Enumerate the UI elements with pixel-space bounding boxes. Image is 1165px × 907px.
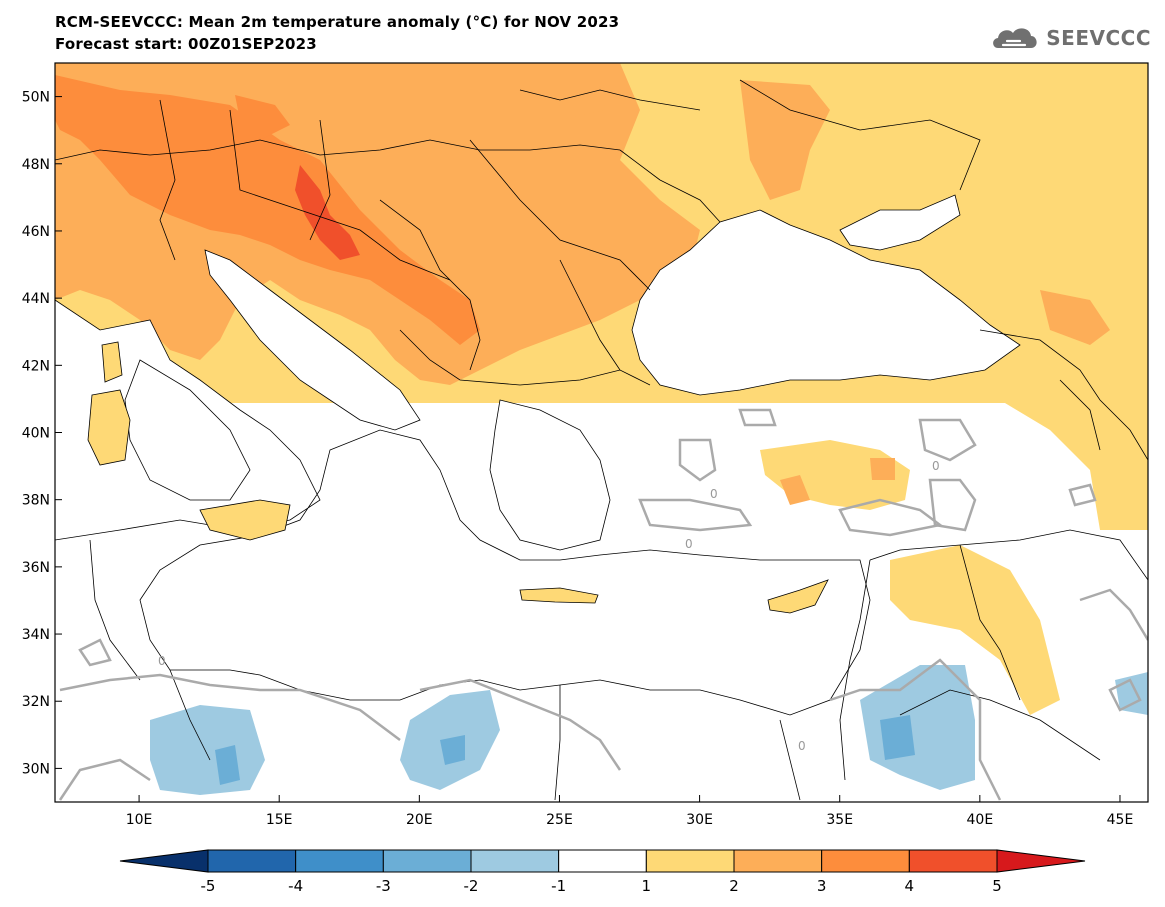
country-borders [55, 79, 1148, 801]
lat-tick-label: 44N [22, 291, 50, 307]
anomaly-2-3-anatolia-east [870, 458, 895, 480]
lat-tick-label: 38N [22, 493, 50, 509]
lon-tick-label: 45E [1107, 812, 1134, 828]
colorbar: -5 -4 -3 -2 -1 1 2 3 4 5 [119, 849, 1086, 895]
corsica [101, 341, 123, 383]
colorbar-label: 2 [729, 877, 739, 895]
anomaly-neg2-neg3-libya-east [440, 735, 465, 765]
anomaly-2-3-east [1040, 290, 1110, 345]
anomaly-4-5-adriatic [295, 165, 360, 260]
black-sea [631, 209, 1021, 396]
contour-zero-label: 0 [710, 487, 718, 501]
lon-tick-label: 20E [406, 812, 433, 828]
anomaly-1-2-middle-east [890, 545, 1060, 715]
colorbar-label: 3 [817, 877, 827, 895]
lat-tick-label: 40N [22, 426, 50, 442]
lat-tick-label: 50N [22, 90, 50, 106]
lat-tick-label: 30N [22, 761, 50, 777]
contour-zero-label: 0 [685, 537, 693, 551]
map-title: RCM-SEEVCCC: Mean 2m temperature anomaly… [55, 13, 620, 31]
anomaly-2-3-north-top [455, 63, 605, 120]
colorbar-label: -5 [201, 877, 216, 895]
contour-zero-label: 0 [798, 739, 806, 753]
longitude-axis: 10E 15E 20E 25E 30E 35E 40E 45E [126, 795, 1134, 828]
lat-tick-label: 46N [22, 224, 50, 240]
colorbar-max-extend [996, 849, 1086, 873]
cyprus [767, 579, 829, 614]
colorbar-swatch [908, 849, 998, 873]
contour-zero-label: 0 [932, 459, 940, 473]
lat-tick-label: 48N [22, 157, 50, 173]
colorbar-swatch [558, 849, 647, 873]
lon-tick-label: 30E [686, 812, 713, 828]
colorbar-swatch [207, 849, 297, 873]
colorbar-swatch [470, 849, 560, 873]
logo-text: SEEVCCC [1046, 26, 1151, 50]
seevccc-logo: SEEVCCC [990, 24, 1151, 52]
lon-tick-label: 10E [126, 812, 153, 828]
anomaly-2-3-northeast [740, 80, 830, 200]
azov-sea [839, 194, 961, 251]
anomaly-2-3-anatolia [780, 475, 810, 505]
cloud-icon [993, 28, 1037, 48]
anomaly-neg2-neg3-libya-west [215, 745, 240, 785]
lon-tick-label: 25E [546, 812, 573, 828]
colorbar-label: -4 [288, 877, 303, 895]
colorbar-label: 5 [992, 877, 1002, 895]
lat-tick-label: 32N [22, 694, 50, 710]
forecast-start: Forecast start: 00Z01SEP2023 [55, 35, 317, 53]
map-fields: 0 0 0 0 0 [55, 63, 1148, 801]
lat-tick-label: 34N [22, 627, 50, 643]
adriatic-sea [204, 249, 421, 431]
aegean-sea [489, 399, 611, 551]
anomaly-3-4-central [235, 95, 290, 140]
colorbar-label: -2 [464, 877, 479, 895]
anomaly-neg1-neg2-arabia [860, 665, 975, 790]
lat-tick-label: 36N [22, 560, 50, 576]
colorbar-swatch [295, 849, 384, 873]
lon-tick-label: 40E [967, 812, 994, 828]
lon-tick-label: 35E [826, 812, 853, 828]
colorbar-swatch [821, 849, 910, 873]
mediterranean-sea [55, 299, 871, 716]
colorbar-min-extend [119, 849, 209, 873]
colorbar-label: -1 [551, 877, 566, 895]
contour-zero-labels: 0 0 0 0 0 [158, 459, 940, 753]
sardinia [87, 389, 131, 466]
anomaly-1-2-east [990, 190, 1148, 530]
lon-tick-label: 15E [266, 812, 293, 828]
latitude-axis: 50N 48N 46N 44N 42N 40N 38N 36N 34N 32N 30N [22, 90, 62, 777]
crete [519, 587, 599, 604]
anomaly-3-4-alps [55, 75, 480, 345]
colorbar-label: -3 [376, 877, 391, 895]
zero-contours [58, 408, 1148, 801]
sicily [199, 499, 291, 541]
colorbar-swatch [733, 849, 823, 873]
colorbar-swatch [382, 849, 472, 873]
lat-tick-label: 42N [22, 358, 50, 374]
colorbar-swatch [645, 849, 735, 873]
colorbar-label: 4 [905, 877, 915, 895]
anomaly-neg1-neg2-libya-west [150, 705, 265, 795]
contour-zero-label: 0 [158, 654, 166, 668]
colorbar-label: 1 [642, 877, 652, 895]
anomaly-neg2-neg3-arabia [880, 715, 915, 760]
